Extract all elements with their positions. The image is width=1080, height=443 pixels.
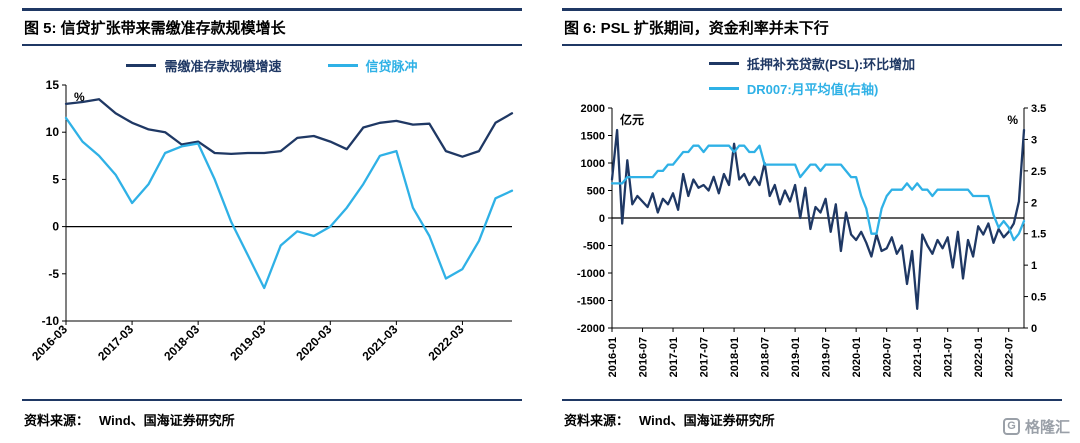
figure-6-source: 资料来源： Wind、国海证券研究所 xyxy=(562,399,1062,437)
svg-text:500: 500 xyxy=(587,186,605,198)
svg-text:5: 5 xyxy=(52,172,59,186)
svg-text:0: 0 xyxy=(52,220,59,234)
svg-text:2017-03: 2017-03 xyxy=(95,322,136,363)
legend-item-psl: 抵押补充贷款(PSL):环比增加 xyxy=(708,54,916,73)
svg-text:0: 0 xyxy=(1031,323,1037,335)
svg-text:2020-01: 2020-01 xyxy=(851,337,863,377)
svg-text:1: 1 xyxy=(1031,260,1037,272)
svg-text:2016-01: 2016-01 xyxy=(607,337,619,377)
legend-line-light-icon xyxy=(327,64,358,67)
legend-item-credit-impulse: 信贷脉冲 xyxy=(327,56,418,75)
legend-label-credit-impulse: 信贷脉冲 xyxy=(365,59,418,74)
legend-line-light-icon xyxy=(708,87,739,90)
svg-text:3.5: 3.5 xyxy=(1031,103,1046,115)
svg-text:0: 0 xyxy=(599,213,605,225)
svg-text:2016-07: 2016-07 xyxy=(638,337,650,377)
svg-text:2019-07: 2019-07 xyxy=(821,337,833,377)
svg-text:2017-01: 2017-01 xyxy=(668,337,680,377)
source-label: 资料来源： xyxy=(564,413,630,428)
gelonghui-logo-icon: G xyxy=(1002,418,1020,435)
source-text: Wind、国海证券研究所 xyxy=(639,413,775,428)
gelonghui-logo-text: 格隆汇 xyxy=(1024,419,1070,436)
svg-text:-2000: -2000 xyxy=(577,323,605,335)
svg-text:2019-03: 2019-03 xyxy=(227,322,268,363)
svg-text:2.5: 2.5 xyxy=(1031,166,1046,178)
svg-text:2020-07: 2020-07 xyxy=(882,337,894,377)
svg-text:-500: -500 xyxy=(583,241,605,253)
figure-6-legend: 抵押补充贷款(PSL):环比增加 DR007:月平均值(右轴) xyxy=(708,54,916,98)
svg-text:2: 2 xyxy=(1031,197,1037,209)
svg-text:%: % xyxy=(74,90,85,104)
figure-5-title: 图 5: 信贷扩张带来需缴准存款规模增长 xyxy=(22,8,522,46)
svg-text:2018-01: 2018-01 xyxy=(729,337,741,377)
source-text: Wind、国海证券研究所 xyxy=(99,413,235,428)
figure-6-title: 图 6: PSL 扩张期间，资金利率并未下行 xyxy=(562,8,1062,46)
legend-item-reserve-deposit-growth: 需缴准存款规模增速 xyxy=(126,56,282,75)
legend-line-dark-icon xyxy=(126,64,157,67)
svg-text:-1500: -1500 xyxy=(577,296,605,308)
svg-text:2018-03: 2018-03 xyxy=(161,322,202,363)
legend-item-dr007: DR007:月平均值(右轴) xyxy=(708,79,915,98)
svg-text:1500: 1500 xyxy=(581,131,605,143)
svg-text:2021-01: 2021-01 xyxy=(912,337,924,377)
svg-text:2022-01: 2022-01 xyxy=(973,337,985,377)
svg-text:3: 3 xyxy=(1031,134,1037,146)
svg-text:10: 10 xyxy=(46,125,60,139)
legend-line-dark-icon xyxy=(708,62,739,65)
svg-text:-1000: -1000 xyxy=(577,268,605,280)
svg-text:2019-01: 2019-01 xyxy=(790,337,802,377)
figure-5-panel: 图 5: 信贷扩张带来需缴准存款规模增长 需缴准存款规模增速 信贷脉冲 -10-… xyxy=(22,8,522,437)
svg-text:0.5: 0.5 xyxy=(1031,292,1046,304)
legend-label-dr007: DR007:月平均值(右轴) xyxy=(746,82,879,97)
svg-text:2018-07: 2018-07 xyxy=(760,337,772,377)
figure-6-panel: 图 6: PSL 扩张期间，资金利率并未下行 抵押补充贷款(PSL):环比增加 … xyxy=(540,0,1080,443)
svg-text:2000: 2000 xyxy=(581,103,605,115)
svg-text:1000: 1000 xyxy=(581,158,605,170)
figure-6-chart: -2000 -1500 -1000 -500 0 500 1000 1500 2000 0 0.5 1… xyxy=(577,103,1046,377)
svg-text:2020-03: 2020-03 xyxy=(293,322,334,363)
figure-5-legend: 需缴准存款规模增速 信贷脉冲 xyxy=(22,56,522,75)
source-label: 资料来源： xyxy=(24,413,90,428)
figure-5-source: 资料来源： Wind、国海证券研究所 xyxy=(22,399,522,437)
svg-text:15: 15 xyxy=(46,78,60,92)
legend-label-psl: 抵押补充贷款(PSL):环比增加 xyxy=(746,57,916,72)
svg-text:2022-07: 2022-07 xyxy=(1004,337,1016,377)
svg-text:亿元: 亿元 xyxy=(620,112,644,127)
gelonghui-watermark: G 格隆汇 xyxy=(1002,416,1070,437)
svg-text:2022-03: 2022-03 xyxy=(426,322,467,363)
svg-text:2021-03: 2021-03 xyxy=(359,322,400,363)
figure-5-chart: -10 -5 0 5 10 15 2016-03 2017-03 2018-03 2019-03 2… xyxy=(29,78,514,363)
svg-text:-10: -10 xyxy=(42,314,60,328)
svg-text:2016-03: 2016-03 xyxy=(29,322,70,363)
svg-text:1.5: 1.5 xyxy=(1031,229,1046,241)
svg-text:%: % xyxy=(1007,113,1018,127)
svg-text:2017-07: 2017-07 xyxy=(699,337,711,377)
svg-text:-5: -5 xyxy=(48,267,59,281)
svg-text:2021-07: 2021-07 xyxy=(943,337,955,377)
legend-label-reserve-deposit-growth: 需缴准存款规模增速 xyxy=(164,59,282,74)
